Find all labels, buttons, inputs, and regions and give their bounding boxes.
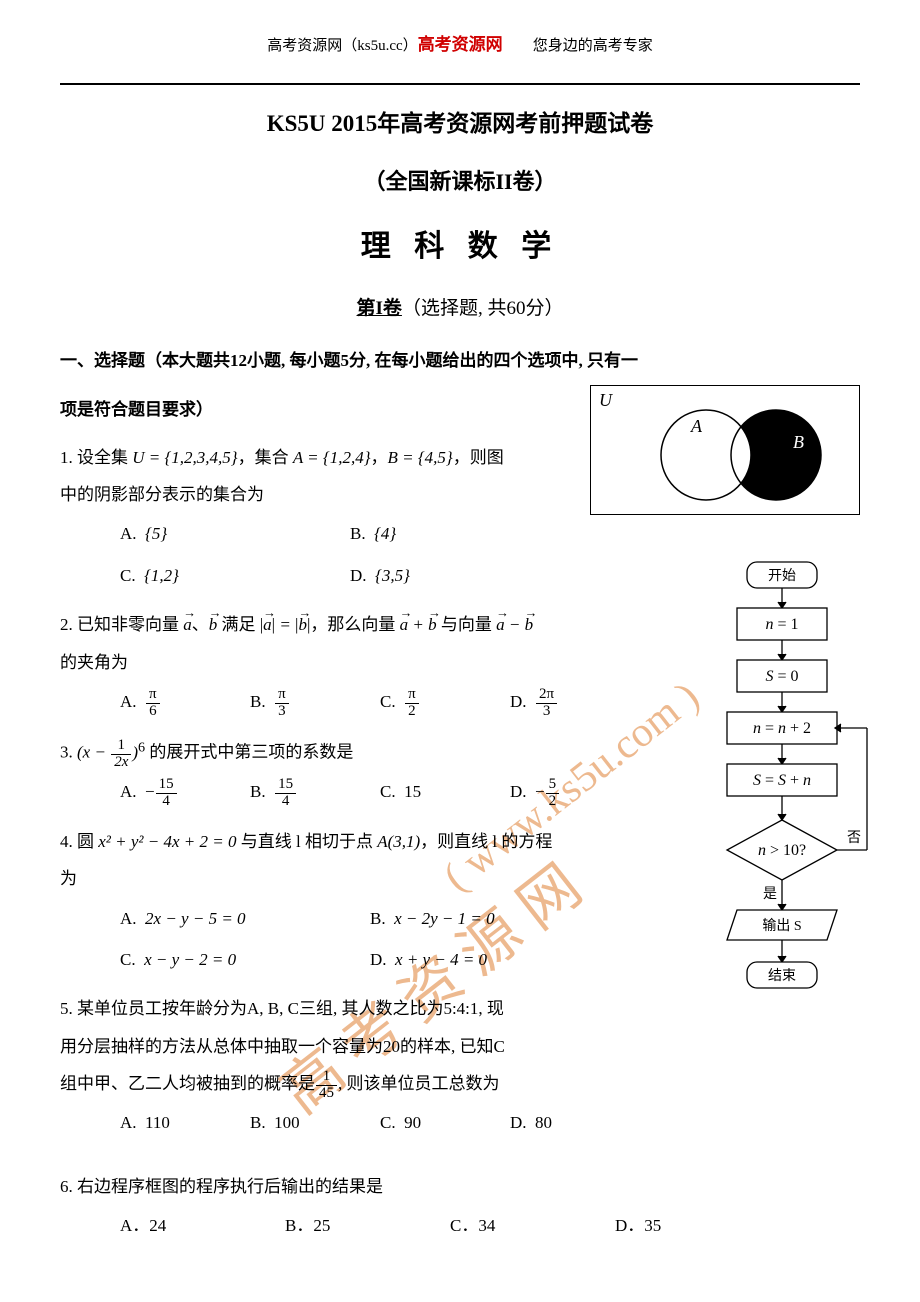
q3-opt-c: C. 15 [380, 771, 510, 812]
q4-opt-a: A. 2x − y − 5 = 0 [120, 898, 370, 939]
q4-opt-b: B. x − 2y − 1 = 0 [370, 898, 620, 939]
q3-opt-a: A. −154 [120, 771, 250, 812]
divider [60, 83, 860, 85]
header-right: 您身边的高考专家 [533, 38, 653, 54]
title-1: KS5U 2015年高考资源网考前押题试卷 [60, 99, 860, 150]
q1-opt-a: A. {5} [120, 513, 350, 554]
title-2: （全国新课标II卷） [60, 158, 860, 206]
q2-opt-a: A. π6 [120, 681, 250, 722]
q6-opt-d: D．35 [615, 1205, 780, 1246]
q5-opt-c: C. 90 [380, 1102, 510, 1143]
q2-opt-b: B. π3 [250, 681, 380, 722]
question-1: 1. 设全集 U = {1,2,3,4,5}，集合 A = {1,2,4}，B … [60, 439, 860, 597]
q5-opt-b: B. 100 [250, 1102, 380, 1143]
q1-opt-b: B. {4} [350, 513, 580, 554]
q2-opt-c: C. π2 [380, 681, 510, 722]
title-4: 第I卷（选择题, 共60分） [60, 288, 860, 330]
question-3: 3. (x − 12x)6 的展开式中第三项的系数是 A. −154 B. 15… [60, 732, 860, 812]
q4-opt-d: D. x + y − 4 = 0 [370, 939, 620, 980]
question-6: 6. 右边程序框图的程序执行后输出的结果是 A．24 B．25 C．34 D．3… [60, 1168, 860, 1247]
title-3: 理 科 数 学 [60, 214, 860, 280]
section-head-1: 一、选择题（本大题共12小题, 每小题5分, 在每小题给出的四个选项中, 只有一 [60, 342, 860, 379]
header-brand: 高考资源网 [418, 35, 503, 54]
q4-opt-c: C. x − y − 2 = 0 [120, 939, 370, 980]
q6-opt-a: A．24 [120, 1205, 285, 1246]
q1-opt-c: C. {1,2} [120, 555, 350, 596]
section-head-2: 项是符合题目要求） [60, 391, 860, 428]
q3-opt-d: D. −52 [510, 771, 640, 812]
q6-opt-b: B．25 [285, 1205, 450, 1246]
q2-opt-d: D. 2π3 [510, 681, 640, 722]
q5-opt-a: A. 110 [120, 1102, 250, 1143]
question-4: 4. 圆 x² + y² − 4x + 2 = 0 与直线 l 相切于点 A(3… [60, 823, 860, 981]
question-2: 2. 已知非零向量 a、b 满足 a = b，那么向量 a + b 与向量 a … [60, 606, 860, 722]
q3-opt-b: B. 154 [250, 771, 380, 812]
q6-opt-c: C．34 [450, 1205, 615, 1246]
header-left: 高考资源网（ks5u.cc） [267, 38, 417, 54]
page-header: 高考资源网（ks5u.cc）高考资源网 您身边的高考专家 [0, 0, 920, 65]
question-5: 5. 某单位员工按年龄分为A, B, C三组, 其人数之比为5:4:1, 现 用… [60, 990, 860, 1144]
q1-opt-d: D. {3,5} [350, 555, 580, 596]
q5-opt-d: D. 80 [510, 1102, 640, 1143]
